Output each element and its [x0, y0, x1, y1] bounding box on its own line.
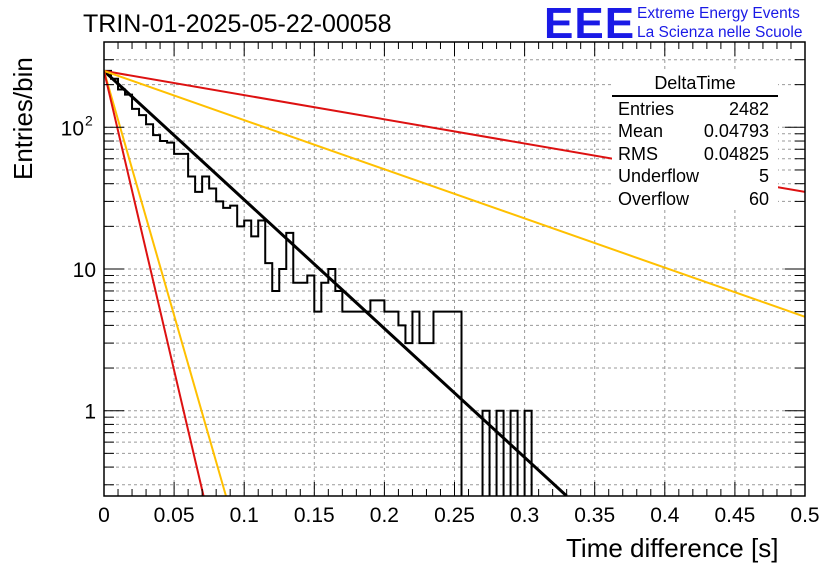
x-tick-label: 0.15: [294, 504, 335, 527]
stats-value: 5: [758, 166, 769, 186]
stats-value: 0.04793: [703, 121, 769, 141]
x-tick-label: 0.4: [650, 504, 680, 527]
logo-line-1: Extreme Energy Events: [637, 5, 800, 22]
logo-line-2: La Scienza nelle Scuole: [637, 24, 803, 41]
eee-logo: EEE: [544, 0, 636, 48]
stats-key: Entries: [618, 98, 675, 119]
fit-line: [104, 70, 227, 496]
stats-title: DeltaTime: [612, 72, 778, 97]
stats-key: Underflow: [618, 166, 700, 186]
fit-line: [104, 70, 205, 496]
stats-key: Mean: [618, 121, 664, 141]
stats-key: RMS: [618, 143, 658, 164]
x-tick-label: 0.25: [434, 504, 475, 527]
x-axis-label: Time difference [s]: [566, 533, 779, 563]
x-tick-label: 0.05: [154, 504, 195, 527]
stats-row: Entries 2482: [612, 98, 778, 121]
x-tick-label: 0.5: [790, 504, 819, 527]
y-tick-label: 10: [73, 259, 96, 282]
stats-row: Overflow 60: [612, 188, 778, 211]
y-tick-label: 10: [61, 117, 84, 140]
stats-row: RMS 0.04825: [612, 143, 778, 166]
x-tick-label: 0.35: [574, 504, 615, 527]
y-tick-label: 1: [84, 401, 96, 424]
stats-box: DeltaTime Entries 2482 Mean 0.04793 RMS 0.0…: [612, 72, 778, 210]
histogram-outline: [104, 69, 533, 496]
stats-value: 2482: [728, 98, 769, 119]
stats-row: Underflow 5: [612, 165, 778, 188]
stats-value: 60: [748, 188, 769, 209]
x-tick-label: 0: [98, 504, 110, 527]
fit-line: [104, 69, 805, 318]
x-tick-label: 0.1: [230, 504, 259, 527]
stats-value: 0.04825: [703, 143, 769, 164]
y-tick-exponent: 2: [85, 112, 93, 128]
x-tick-label: 0.3: [510, 504, 539, 527]
logo-caption: Extreme Energy Events La Scienza nelle S…: [637, 4, 802, 42]
x-tick-label: 0.45: [714, 504, 755, 527]
x-tick-label: 0.2: [370, 504, 399, 527]
stats-row: Mean 0.04793: [612, 120, 778, 143]
stats-key: Overflow: [618, 188, 690, 209]
chart-title: TRIN-01-2025-05-22-00058: [83, 10, 392, 38]
fit-line: [104, 69, 568, 496]
